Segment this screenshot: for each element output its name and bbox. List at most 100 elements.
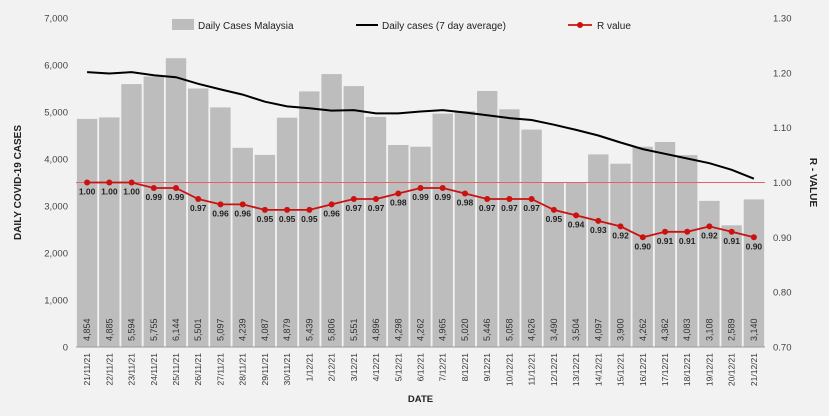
bar-value-label: 5,446 — [482, 318, 492, 341]
legend-label-avg: Daily cases (7 day average) — [382, 21, 506, 32]
bar-value-label: 2,589 — [727, 318, 737, 341]
bar-value-label: 5,439 — [304, 318, 314, 341]
bar — [677, 155, 698, 347]
r-value-point — [284, 206, 291, 213]
x-tick-label: 4/12/21 — [371, 353, 381, 382]
r-value-point — [617, 223, 624, 230]
bar-value-label: 5,755 — [149, 318, 159, 341]
r-value-point — [595, 217, 602, 224]
r-value-point — [706, 223, 713, 230]
bar — [165, 58, 187, 347]
r-value-point — [484, 196, 491, 202]
bar — [410, 146, 431, 347]
bar-value-label: 3,490 — [549, 318, 559, 341]
r-value-point — [462, 190, 468, 197]
r-value-label: 0.95 — [546, 214, 563, 224]
r-value-point — [439, 185, 446, 191]
r-value-point — [506, 196, 513, 202]
r-value-point — [395, 190, 402, 197]
bar-value-label: 3,504 — [571, 318, 581, 341]
r-value-point — [306, 206, 313, 213]
bar — [699, 200, 720, 347]
bar — [343, 86, 364, 347]
bar — [588, 154, 609, 347]
bar — [365, 116, 387, 348]
x-tick-label: 30/11/21 — [282, 353, 292, 386]
bar-value-label: 4,298 — [393, 318, 403, 341]
r-value-label: 0.95 — [257, 214, 274, 224]
r-value-label: 0.96 — [234, 208, 251, 218]
bar-value-label: 5,594 — [127, 318, 137, 341]
x-tick-label: 28/11/21 — [238, 353, 248, 386]
bar-value-label: 4,239 — [238, 318, 248, 341]
r-value-point — [173, 185, 179, 191]
bar-value-label: 4,965 — [438, 318, 448, 341]
left-axis-tick: 4,000 — [44, 155, 68, 166]
bar-value-label: 4,854 — [82, 318, 92, 341]
r-value-point — [550, 206, 557, 213]
r-value-label: 1.00 — [123, 187, 140, 197]
right-axis-tick: 0.80 — [773, 288, 792, 299]
r-value-label: 0.90 — [746, 241, 763, 251]
r-value-label: 0.99 — [434, 192, 451, 202]
r-value-point — [239, 201, 246, 208]
x-tick-label: 17/12/21 — [660, 353, 670, 386]
bar-value-label: 4,626 — [527, 318, 537, 341]
right-axis-tick: 1.20 — [773, 68, 792, 79]
legend-marker-r — [577, 22, 583, 28]
r-value-label: 0.99 — [146, 192, 163, 202]
r-value-point — [261, 206, 268, 213]
left-axis-tick: 2,000 — [44, 249, 68, 260]
bar-value-label: 4,087 — [260, 318, 270, 341]
r-value-label: 0.98 — [390, 197, 407, 207]
bar-value-label: 5,501 — [193, 318, 203, 341]
x-axis-title: DATE — [408, 394, 433, 405]
r-value-point — [350, 196, 357, 202]
bar — [121, 84, 142, 347]
x-tick-label: 2/12/21 — [327, 353, 337, 382]
r-value-point — [217, 201, 224, 208]
bar-value-label: 5,058 — [504, 318, 514, 341]
bar — [499, 109, 520, 347]
bar — [721, 225, 742, 347]
r-value-label: 0.91 — [723, 236, 740, 246]
r-value-point — [684, 228, 691, 235]
bar-value-label: 4,896 — [371, 318, 381, 341]
r-value-point — [328, 201, 335, 208]
bar — [210, 107, 231, 348]
r-value-point — [750, 234, 757, 241]
bar-value-label: 3,140 — [749, 318, 759, 341]
r-value-label: 0.92 — [612, 230, 629, 240]
right-axis-tick: 0.90 — [773, 233, 792, 244]
x-tick-label: 21/11/21 — [82, 353, 92, 386]
bar — [632, 146, 653, 347]
r-value-point — [106, 179, 113, 186]
y-axis-title-right: R - VALUE — [807, 158, 818, 208]
bar — [299, 91, 320, 348]
bar — [543, 183, 564, 347]
r-value-point — [639, 234, 646, 241]
r-value-label: 0.98 — [457, 197, 474, 207]
left-axis-tick: 6,000 — [44, 61, 68, 72]
x-tick-label: 25/11/21 — [171, 353, 181, 386]
x-tick-label: 11/12/21 — [527, 353, 537, 386]
bar — [321, 74, 342, 347]
bar-value-label: 5,551 — [349, 318, 359, 341]
bar-value-label: 4,879 — [282, 318, 292, 341]
bar-value-label: 5,097 — [215, 318, 225, 341]
r-value-label: 0.97 — [501, 203, 518, 213]
bar-value-label: 6,144 — [171, 318, 181, 341]
r-value-label: 1.00 — [101, 187, 118, 197]
bar — [565, 182, 587, 347]
bar-value-label: 4,885 — [104, 318, 114, 341]
x-tick-label: 21/12/21 — [749, 353, 759, 386]
r-value-point — [417, 185, 424, 191]
x-tick-label: 26/11/21 — [193, 353, 203, 386]
r-value-point — [84, 179, 91, 186]
bar-value-label: 4,083 — [682, 318, 692, 341]
x-tick-label: 16/12/21 — [638, 353, 648, 386]
x-tick-label: 18/12/21 — [682, 353, 692, 386]
avg-line — [87, 71, 755, 180]
x-tick-label: 3/12/21 — [349, 353, 359, 382]
